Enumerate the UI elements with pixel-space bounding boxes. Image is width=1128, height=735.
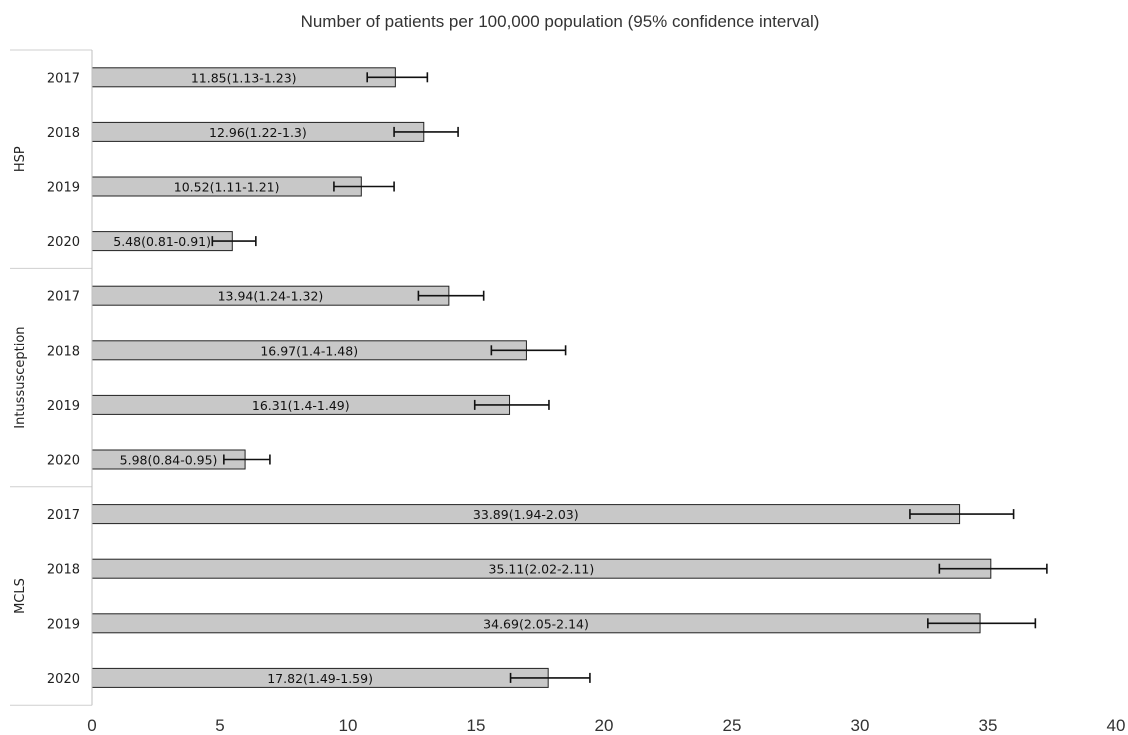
- x-tick-label: 25: [723, 716, 742, 735]
- x-tick-label: 35: [979, 716, 998, 735]
- chart-title: Number of patients per 100,000 populatio…: [301, 12, 820, 31]
- group-label-hsp: HSP: [13, 146, 28, 172]
- group-label-intussusception: Intussusception: [13, 326, 28, 428]
- category-label: 2020: [47, 454, 80, 469]
- data-label: 13.94(1.24-1.32): [218, 289, 324, 304]
- category-label: 2017: [47, 508, 80, 523]
- x-tick-label: 5: [215, 716, 224, 735]
- data-label: 5.48(0.81-0.91): [113, 234, 211, 249]
- data-label: 12.96(1.22-1.3): [209, 125, 307, 140]
- data-label: 11.85(1.13-1.23): [191, 70, 297, 85]
- data-label: 10.52(1.11-1.21): [174, 180, 280, 195]
- group-label-mcls: MCLS: [13, 578, 28, 614]
- category-label: 2018: [47, 344, 80, 359]
- x-tick-label: 30: [851, 716, 870, 735]
- category-label: 2017: [47, 290, 80, 305]
- category-label: 2019: [47, 399, 80, 414]
- category-label: 2020: [47, 235, 80, 250]
- x-tick-label: 40: [1107, 716, 1126, 735]
- data-label: 5.98(0.84-0.95): [120, 453, 218, 468]
- x-tick-label: 0: [87, 716, 96, 735]
- x-tick-label: 15: [467, 716, 486, 735]
- data-label: 16.31(1.4-1.49): [252, 398, 350, 413]
- plot-area: HSP 2017 11.85(1.13-1.23) 2018 12.96(1.22-1.…: [10, 49, 1126, 735]
- data-label: 17.82(1.49-1.59): [267, 671, 373, 686]
- category-label: 2018: [47, 126, 80, 141]
- data-label: 35.11(2.02-2.11): [489, 562, 595, 577]
- x-tick-label: 20: [595, 716, 614, 735]
- data-label: 16.97(1.4-1.48): [260, 343, 358, 358]
- category-label: 2020: [47, 672, 80, 687]
- data-label: 33.89(1.94-2.03): [473, 507, 579, 522]
- data-label: 34.69(2.05-2.14): [483, 616, 589, 631]
- x-tick-label: 10: [339, 716, 358, 735]
- category-label: 2019: [47, 181, 80, 196]
- category-label: 2019: [47, 617, 80, 632]
- category-label: 2018: [47, 563, 80, 578]
- category-label: 2017: [47, 71, 80, 86]
